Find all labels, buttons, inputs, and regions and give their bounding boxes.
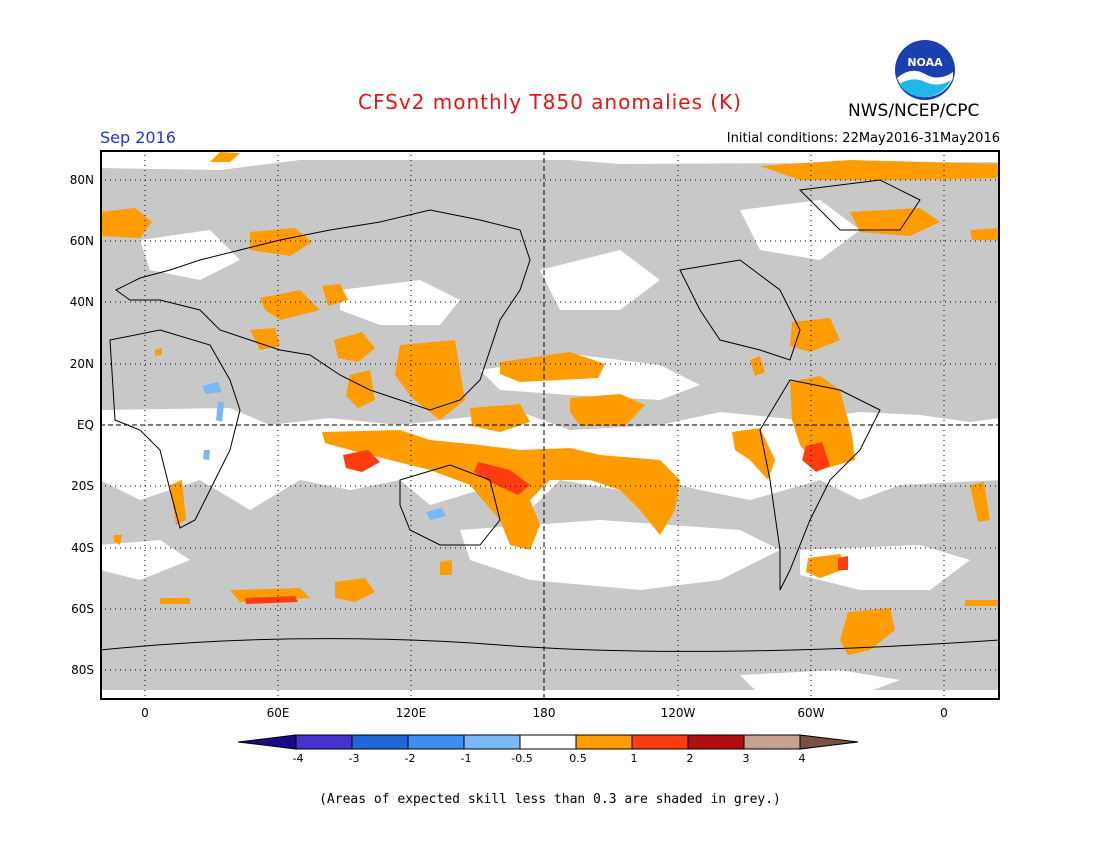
colorbar-cell bbox=[687, 734, 745, 750]
valid-month-label: Sep 2016 bbox=[100, 128, 176, 147]
initial-conditions-label: Initial conditions: 22May2016-31May2016 bbox=[726, 131, 1000, 146]
lon-label-180: 180 bbox=[532, 706, 556, 720]
lon-label-120e: 120E bbox=[395, 706, 427, 720]
lat-label-20n: 20N bbox=[69, 357, 94, 371]
negative-anomaly-areas bbox=[202, 382, 446, 520]
legend-tick: 0.5 bbox=[569, 752, 587, 765]
agency-label: NWS/NCEP/CPC bbox=[848, 101, 980, 121]
positive-anomaly-areas bbox=[100, 152, 1000, 655]
lat-label-80s: 80S bbox=[71, 663, 94, 677]
lat-label-60s: 60S bbox=[71, 602, 94, 616]
chart-title: CFSv2 monthly T850 anomalies (K) bbox=[358, 90, 742, 114]
map-frame bbox=[100, 150, 1000, 700]
lat-label-eq: EQ bbox=[76, 418, 94, 432]
legend-tick: -4 bbox=[292, 752, 304, 765]
legend-tick: -2 bbox=[404, 752, 416, 765]
colorbar bbox=[238, 734, 859, 750]
noaa-logo: NOAA bbox=[895, 40, 955, 100]
equator-dateline bbox=[100, 150, 1000, 700]
legend-tick: -1 bbox=[460, 752, 472, 765]
colorbar-cell bbox=[463, 734, 521, 750]
lat-label-60n: 60N bbox=[69, 234, 94, 248]
lon-label-60e: 60E bbox=[266, 706, 290, 720]
lat-label-20s: 20S bbox=[71, 479, 94, 493]
colorbar-cell bbox=[631, 734, 689, 750]
lat-label-40n: 40N bbox=[69, 295, 94, 309]
colorbar-cell bbox=[295, 734, 353, 750]
colorbar-cell-high-extend bbox=[799, 734, 859, 750]
coastlines bbox=[100, 179, 1000, 652]
colorbar-cell-low-extend bbox=[238, 734, 297, 750]
legend-tick: 2 bbox=[686, 752, 694, 765]
legend-tick: 1 bbox=[630, 752, 638, 765]
colorbar-cell bbox=[351, 734, 409, 750]
lon-label-120w: 120W bbox=[660, 706, 696, 720]
logo-text: NOAA bbox=[907, 56, 943, 69]
lon-label-60w: 60W bbox=[797, 706, 825, 720]
lat-label-40s: 40S bbox=[71, 541, 94, 555]
anomaly-map bbox=[100, 150, 1000, 700]
colorbar-cell bbox=[519, 734, 577, 750]
legend-tick: -0.5 bbox=[511, 752, 533, 765]
colorbar-cell bbox=[407, 734, 465, 750]
lon-label-0-east: 0 bbox=[940, 706, 948, 720]
colorbar-cell bbox=[575, 734, 633, 750]
lat-label-80n: 80N bbox=[69, 173, 94, 187]
legend-tick: 4 bbox=[798, 752, 806, 765]
legend-tick: 3 bbox=[742, 752, 750, 765]
strong-positive-anomaly-areas bbox=[245, 442, 848, 604]
skill-footnote: (Areas of expected skill less than 0.3 a… bbox=[319, 792, 781, 807]
colorbar-cell bbox=[743, 734, 801, 750]
legend-tick: -3 bbox=[348, 752, 360, 765]
lon-label-0: 0 bbox=[141, 706, 149, 720]
